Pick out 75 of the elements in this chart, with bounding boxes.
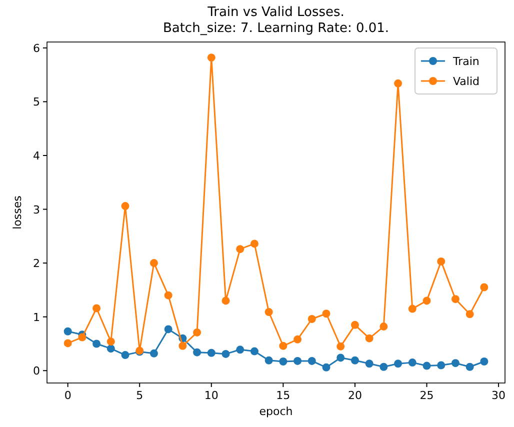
y-tick-label: 3	[33, 203, 40, 216]
point	[236, 245, 244, 254]
point	[264, 356, 273, 364]
point	[164, 325, 172, 334]
point	[466, 310, 474, 318]
point	[408, 304, 416, 313]
point	[92, 304, 101, 312]
point	[480, 283, 488, 292]
y-tick-label: 2	[33, 257, 40, 270]
point	[451, 359, 460, 368]
point	[322, 310, 330, 318]
chart-title: Train vs Valid Losses. Batch_size: 7. Learning Rate: 0.01.	[162, 5, 390, 36]
point	[365, 334, 374, 342]
point	[437, 257, 446, 266]
point	[121, 202, 130, 210]
x-tick-label: 30	[492, 389, 506, 402]
point	[350, 356, 359, 364]
point	[422, 296, 431, 305]
point	[150, 259, 158, 268]
point	[106, 338, 115, 346]
legend-label: Train	[452, 55, 480, 68]
point	[64, 327, 72, 336]
point	[250, 240, 258, 248]
point	[78, 333, 86, 342]
point	[264, 308, 273, 316]
point	[422, 362, 431, 370]
point	[336, 342, 345, 350]
point	[408, 358, 416, 367]
point	[222, 296, 230, 305]
point	[394, 79, 402, 88]
legend-label: Valid	[453, 75, 480, 88]
x-tick-label: 0	[64, 389, 72, 402]
point	[193, 328, 202, 336]
point	[279, 342, 288, 350]
point	[121, 351, 130, 360]
y-axis-title: losses	[11, 195, 24, 230]
x-tick-label: 20	[348, 389, 362, 402]
x-tick-label: 10	[204, 389, 218, 402]
point	[207, 54, 216, 62]
y-tick-label: 4	[33, 149, 40, 162]
y-tick-label: 5	[33, 96, 40, 109]
point	[480, 357, 488, 366]
point	[308, 314, 316, 323]
point	[164, 291, 172, 300]
x-axis-title: epoch	[259, 405, 293, 418]
point	[437, 361, 446, 370]
point	[466, 362, 474, 371]
point	[308, 356, 316, 365]
point	[250, 347, 258, 356]
x-tick-label: 25	[420, 389, 434, 402]
point	[178, 342, 187, 350]
point	[380, 362, 388, 371]
point	[207, 348, 216, 357]
point	[222, 350, 230, 358]
point	[350, 320, 359, 329]
point	[279, 357, 288, 366]
point	[451, 295, 460, 304]
point	[64, 339, 72, 348]
point	[236, 346, 244, 354]
x-tick-label: 15	[276, 389, 290, 402]
point	[193, 348, 202, 356]
point	[322, 363, 330, 372]
y-tick-label: 6	[33, 42, 40, 55]
point	[150, 349, 158, 358]
y-tick-label: 0	[33, 364, 40, 378]
point	[294, 335, 302, 344]
point	[394, 360, 402, 368]
point	[92, 340, 101, 348]
y-tick-label: 1	[33, 310, 40, 324]
point	[380, 322, 388, 331]
point	[336, 354, 345, 362]
point	[294, 356, 302, 365]
point	[106, 344, 115, 353]
point	[365, 360, 374, 368]
x-tick-label: 5	[136, 389, 144, 402]
